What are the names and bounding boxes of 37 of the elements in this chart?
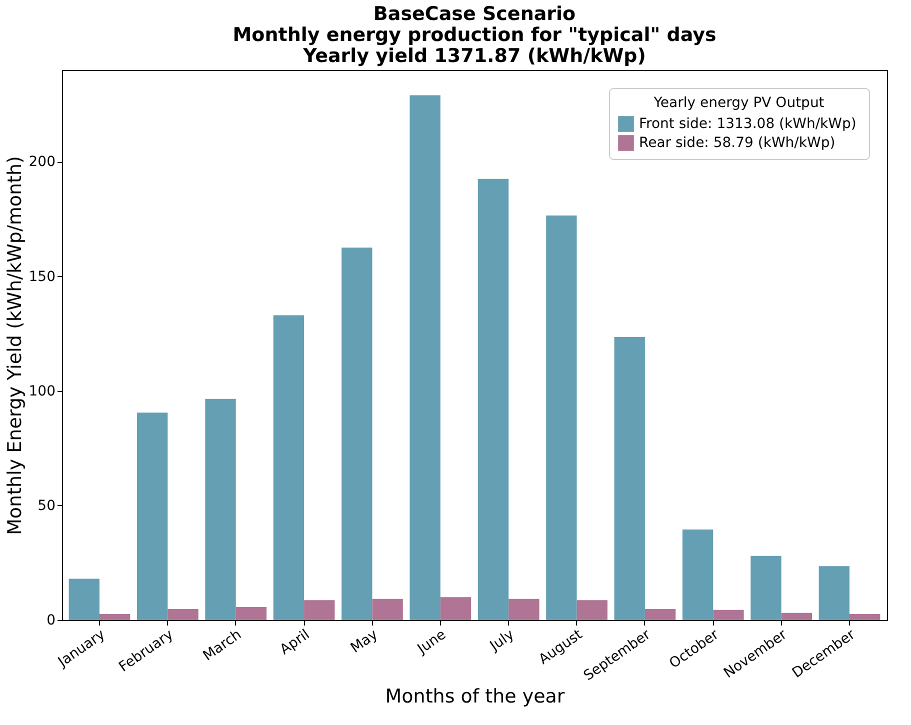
- bar: [168, 609, 198, 620]
- y-tick-label: 200: [28, 154, 56, 170]
- legend-label: Front side: 1313.08 (kWh/kWp): [639, 116, 856, 132]
- bar: [750, 556, 782, 620]
- bar: [68, 578, 100, 620]
- bar: [713, 610, 744, 620]
- bar: [440, 597, 472, 620]
- x-axis-title: Months of the year: [385, 685, 565, 708]
- bar: [818, 566, 850, 620]
- bar: [100, 614, 130, 620]
- bar: [372, 598, 403, 620]
- bar: [614, 336, 645, 620]
- y-tick-label: 0: [46, 612, 56, 628]
- y-tick-label: 50: [38, 498, 56, 514]
- bar: [478, 178, 509, 620]
- bar: [410, 95, 440, 620]
- bar: [508, 598, 540, 620]
- legend-title: Yearly energy PV Output: [652, 95, 825, 111]
- bar: [682, 529, 714, 620]
- y-axis-title: Monthly Energy Yield (kWh/kWp/month): [4, 156, 26, 535]
- bar: [273, 315, 304, 620]
- x-tick-label: July: [486, 626, 518, 655]
- bar: [205, 398, 236, 620]
- bar: [137, 412, 168, 620]
- bar: [304, 600, 335, 620]
- bar: [781, 612, 812, 620]
- bar: [576, 600, 608, 620]
- y-tick-label: 100: [28, 383, 56, 400]
- bar: [546, 216, 577, 620]
- bar: [236, 606, 267, 620]
- bar: [644, 609, 676, 620]
- bar: [342, 248, 372, 620]
- chart-title: BaseCase Scenario Monthly energy production for "typical" days Yearly yield 1371.87 (kWh/kWp): [232, 3, 716, 67]
- x-tick-label: May: [348, 626, 381, 656]
- bar: [850, 614, 880, 620]
- legend-label: Rear side: 58.79 (kWh/kWp): [639, 135, 836, 151]
- y-tick-label: 150: [28, 268, 56, 285]
